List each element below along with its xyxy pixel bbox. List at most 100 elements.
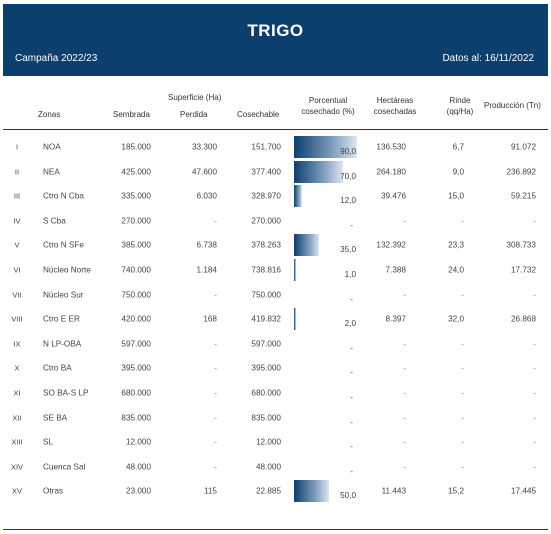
perdida-value: - [214, 216, 217, 226]
row-number: III [13, 191, 21, 201]
page-title: TRIGO [247, 21, 304, 40]
produccion-value: 91.072 [510, 142, 536, 152]
rinde-value: 32,0 [448, 314, 464, 324]
col-header-cosechable: Cosechable [237, 110, 280, 119]
hectareas-value: 11.443 [381, 486, 406, 496]
hectareas-value: - [403, 413, 406, 423]
produccion-value: 26.868 [510, 314, 536, 324]
cosechable-value: 378.263 [251, 240, 281, 250]
harvest-progress-bar [294, 259, 296, 281]
sembrada-value: 420.000 [121, 314, 151, 324]
produccion-value: - [533, 413, 536, 423]
table-row: - IV S Cba 270.000 - 270.000 - - - [3, 209, 548, 233]
cosechable-value: 835.000 [251, 413, 281, 423]
zona-name: N LP-OBA [43, 339, 82, 349]
sembrada-value: 680.000 [121, 388, 151, 398]
zona-name: Cuenca Sal [43, 462, 86, 472]
col-header-sembrada: Sembrada [113, 110, 150, 119]
campaign-label: Campaña 2022/23 [15, 53, 98, 64]
produccion-value: 308.733 [506, 240, 536, 250]
perdida-value: - [214, 363, 217, 373]
cosechable-value: 680.000 [251, 388, 281, 398]
hectareas-value: 264.180 [376, 167, 406, 177]
table-row: 2,0 VIII Ctro E ER 420.000 168 419.832 8.397 32… [3, 307, 548, 331]
porcentual-value: - [350, 368, 353, 378]
produccion-value: - [533, 290, 536, 300]
table-row: 12,0 III Ctro N Cba 335.000 6.030 328.970 39.4… [3, 184, 548, 208]
table-row: 70,0 II NEA 425.000 47.600 377.400 264.180 9,0 2… [3, 160, 548, 184]
row-number: XIII [11, 437, 23, 447]
produccion-value: 17.445 [510, 486, 536, 496]
rinde-value: - [461, 290, 464, 300]
harvest-progress-bar [294, 480, 329, 503]
sembrada-value: 185.000 [121, 142, 151, 152]
table-row: 50,0 XV Otras 23.000 115 22.885 11.443 15,2 17.4… [3, 479, 548, 503]
harvest-progress-bar [294, 160, 343, 183]
porcentual-value: 1,0 [344, 270, 356, 279]
sembrada-value: 48.000 [125, 462, 151, 472]
harvest-progress-bar [294, 185, 303, 208]
row-number: XIV [10, 462, 24, 472]
rinde-value: - [461, 216, 464, 226]
rinde-value: 23,3 [448, 240, 464, 250]
sembrada-value: 597.000 [121, 339, 151, 349]
sembrada-value: 835.000 [121, 413, 151, 423]
porcentual-value: - [350, 442, 353, 452]
produccion-value: - [533, 363, 536, 373]
table-row: - IX N LP-OBA 597.000 - 597.000 - - - [3, 332, 548, 356]
perdida-value: - [214, 437, 217, 447]
row-number: V [14, 240, 20, 250]
footer-divider [3, 529, 548, 530]
produccion-value: - [533, 216, 536, 226]
row-number: XII [12, 413, 22, 423]
cosechable-value: 328.970 [251, 191, 281, 201]
rinde-value: 15,2 [448, 486, 464, 496]
row-number: VII [12, 290, 22, 300]
sembrada-value: 385.000 [121, 240, 151, 250]
produccion-value: 59.215 [510, 191, 536, 201]
col-header-hectareas: Hectáreas cosechadas [373, 96, 417, 116]
sembrada-value: 270.000 [121, 216, 151, 226]
zona-name: SL [43, 437, 54, 447]
zona-name: Ctro N Cba [43, 191, 84, 201]
zona-name: SE BA [43, 413, 68, 423]
cosechable-value: 419.832 [251, 314, 281, 324]
zona-name: Otras [43, 486, 64, 496]
table-row: 1,0 VI Núcleo Norte 740.000 1.184 738.816 7.38… [3, 258, 548, 282]
table-row: - XIV Cuenca Sal 48.000 - 48.000 - - - [3, 455, 548, 479]
harvest-progress-bar [294, 234, 319, 257]
zona-name: Núcleo Sur [43, 290, 84, 300]
table-row: 90,0 I NOA 185.000 33.300 151.700 136.530 6,7 91… [3, 135, 548, 159]
hectareas-value: 8.397 [385, 314, 407, 324]
rinde-value: - [461, 462, 464, 472]
rinde-value: 24,0 [448, 265, 464, 275]
data-date-label: Datos al: 16/11/2022 [442, 53, 534, 64]
hectareas-value: 136.530 [376, 142, 406, 152]
sembrada-value: 750.000 [121, 290, 151, 300]
hectareas-value: - [403, 290, 406, 300]
rinde-value: 15,0 [448, 191, 464, 201]
produccion-value: 17.732 [510, 265, 536, 275]
hectareas-value: - [403, 339, 406, 349]
rinde-value: - [461, 437, 464, 447]
col-header-porcentual: Porcentual cosechado (%) [301, 96, 355, 116]
porcentual-value: - [350, 417, 353, 427]
perdida-value: - [214, 462, 217, 472]
perdida-value: 115 [203, 486, 217, 496]
row-number: II [14, 167, 20, 177]
hectareas-value: - [403, 363, 406, 373]
col-header-superficie: Superficie (Ha) [168, 93, 222, 102]
col-header-zonas: Zonas [38, 110, 61, 119]
zona-name: NEA [43, 167, 60, 177]
table-row: 35,0 V Ctro N SFe 385.000 6.738 378.263 132.39… [3, 233, 548, 257]
row-number: VIII [11, 314, 23, 324]
table-row: - XIII SL 12.000 - 12.000 - - - [3, 430, 548, 454]
rinde-value: - [461, 363, 464, 373]
cosechable-value: 22.885 [255, 486, 281, 496]
rinde-value: - [461, 388, 464, 398]
hectareas-value: - [403, 437, 406, 447]
perdida-value: 1.184 [196, 265, 218, 275]
table-row: - VII Núcleo Sur 750.000 - 750.000 - - - [3, 283, 548, 307]
rinde-value: - [461, 339, 464, 349]
porcentual-value: 2,0 [344, 319, 356, 329]
